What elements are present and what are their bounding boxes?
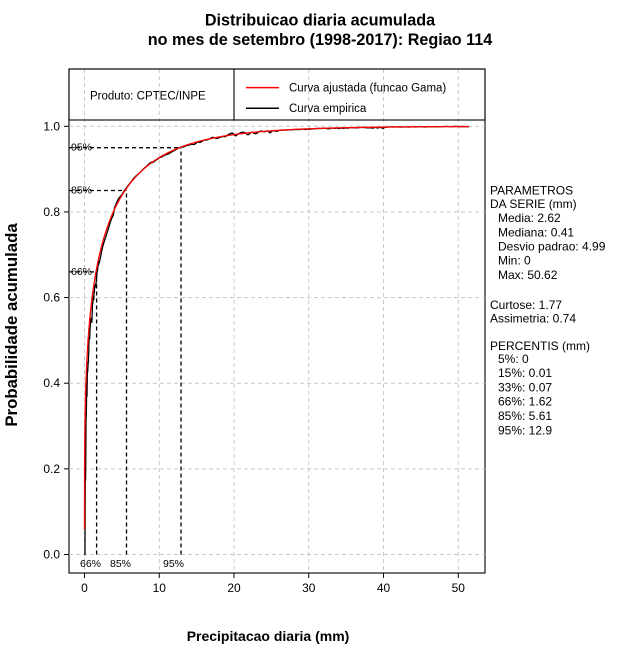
svg-text:15%: 0.01: 15%: 0.01: [498, 366, 552, 380]
svg-text:50: 50: [452, 581, 466, 595]
svg-text:0.6: 0.6: [43, 291, 60, 305]
svg-text:5%: 0: 5%: 0: [498, 352, 529, 366]
svg-text:95%: 12.9: 95%: 12.9: [498, 423, 552, 437]
svg-text:Assimetria: 0.74: Assimetria: 0.74: [490, 312, 576, 326]
svg-text:0.0: 0.0: [43, 548, 60, 562]
svg-text:Mediana: 0.41: Mediana: 0.41: [498, 226, 574, 240]
svg-text:Probabilidade acumulada: Probabilidade acumulada: [2, 223, 21, 427]
svg-text:PARAMETROS: PARAMETROS: [490, 183, 573, 197]
svg-text:0.2: 0.2: [43, 462, 60, 476]
svg-text:85%: 5.61: 85%: 5.61: [498, 409, 552, 423]
svg-text:30: 30: [302, 581, 316, 595]
svg-text:Desvio padrao: 4.99: Desvio padrao: 4.99: [498, 240, 606, 254]
svg-text:Curtose: 1.77: Curtose: 1.77: [490, 298, 562, 312]
svg-text:20: 20: [227, 581, 241, 595]
svg-text:85%: 85%: [71, 185, 92, 197]
svg-text:66%: 66%: [71, 266, 92, 278]
svg-text:0.4: 0.4: [43, 376, 60, 390]
svg-text:0: 0: [81, 581, 88, 595]
svg-text:Curva empirica: Curva empirica: [289, 103, 367, 115]
svg-text:Max: 50.62: Max: 50.62: [498, 268, 558, 282]
svg-text:Produto: CPTEC/INPE: Produto: CPTEC/INPE: [90, 90, 206, 102]
svg-text:Curva ajustada (funcao Gama): Curva ajustada (funcao Gama): [289, 83, 446, 95]
svg-text:66%: 66%: [80, 558, 101, 570]
svg-text:95%: 95%: [71, 142, 92, 154]
svg-text:Media: 2.62: Media: 2.62: [498, 211, 561, 225]
svg-text:33%: 0.07: 33%: 0.07: [498, 381, 552, 395]
svg-text:Distribuicao diaria acumulada: Distribuicao diaria acumulada: [205, 12, 436, 30]
svg-text:0.8: 0.8: [43, 205, 60, 219]
svg-text:10: 10: [153, 581, 167, 595]
svg-text:Precipitacao diaria (mm): Precipitacao diaria (mm): [187, 628, 350, 644]
svg-text:95%: 95%: [163, 558, 184, 570]
svg-text:1.0: 1.0: [43, 119, 60, 133]
svg-text:85%: 85%: [110, 558, 131, 570]
svg-text:DA SERIE (mm): DA SERIE (mm): [490, 197, 577, 211]
svg-text:66%: 1.62: 66%: 1.62: [498, 395, 552, 409]
svg-text:40: 40: [377, 581, 391, 595]
svg-text:Min: 0: Min: 0: [498, 254, 531, 268]
svg-text:no mes de setembro (1998-2017): no mes de setembro (1998-2017): Regiao 1…: [148, 31, 493, 49]
